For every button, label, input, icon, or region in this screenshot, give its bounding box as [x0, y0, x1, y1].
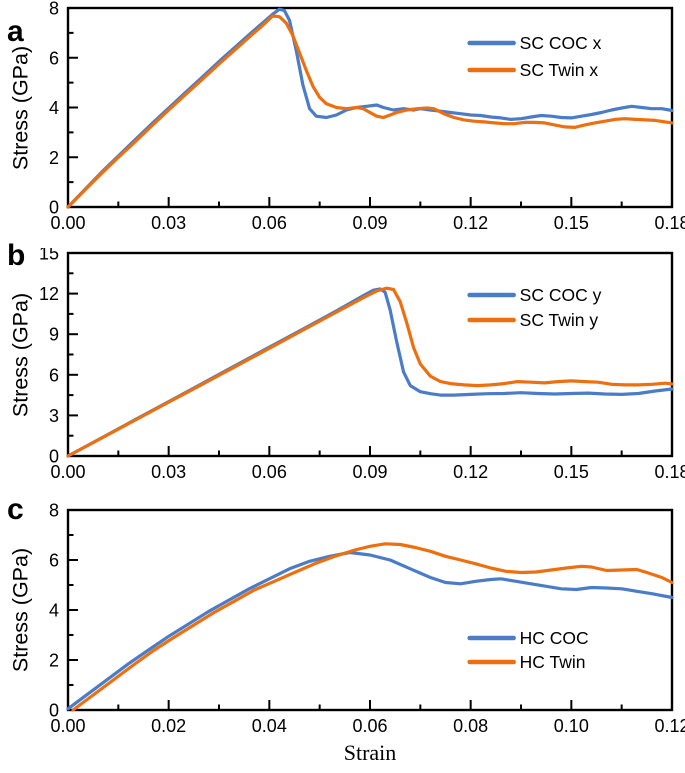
- y-tick-label: 2: [49, 651, 59, 671]
- panel-label-a: a: [7, 15, 24, 48]
- series-line-hc-twin: [71, 542, 674, 712]
- x-tick-label: 0.06: [252, 213, 287, 233]
- y-tick-label: 0: [49, 447, 59, 467]
- x-tick-label: 0.09: [352, 462, 387, 482]
- y-tick-label: 6: [49, 551, 59, 571]
- legend-label: SC Twin y: [520, 310, 599, 330]
- legend-label: SC Twin x: [520, 60, 599, 80]
- x-tick-label: 0.10: [554, 716, 589, 736]
- y-tick-label: 0: [49, 701, 59, 721]
- series-line-sc-coc-x: [66, 7, 674, 209]
- x-tick-label: 0.00: [50, 213, 85, 233]
- x-tick-label: 0.18: [654, 462, 685, 482]
- plot-panel-c: 0.00 0.02 0.04 0.06 0.08 0.10 0.12 0 2 4 6 8 HC COC H…: [49, 501, 685, 737]
- x-tick-label: 0.03: [151, 462, 186, 482]
- plot-panel-a: 0.00 0.03 0.06 0.09 0.12 0.15 0.18 0 2 4 6 8 SC COC …: [49, 0, 685, 233]
- y-tick-label: 9: [49, 325, 59, 345]
- x-tick-label: 0.06: [352, 716, 387, 736]
- x-tick-label: 0.15: [554, 462, 589, 482]
- y-tick-label: 0: [49, 198, 59, 218]
- plot-panel-b: 0.00 0.03 0.06 0.09 0.12 0.15 0.18 0 3 6 9 12 15 SC C…: [39, 248, 685, 482]
- legend-label: HC COC: [520, 628, 589, 648]
- plot-frame: [66, 508, 674, 712]
- x-tick-label: 0.06: [252, 462, 287, 482]
- y-tick-label: 2: [49, 148, 59, 168]
- series-line-sc-twin-y: [66, 286, 674, 458]
- series-line-hc-coc: [66, 550, 674, 711]
- plot-frame: [66, 6, 674, 209]
- x-tick-label: 0.00: [50, 716, 85, 736]
- x-tick-label: 0.04: [252, 716, 287, 736]
- legend-label: SC COC y: [520, 285, 602, 305]
- y-tick-label: 8: [49, 0, 59, 19]
- x-tick-label: 0.03: [151, 213, 186, 233]
- plot-frame: [66, 251, 674, 458]
- y-tick-label: 4: [49, 601, 59, 621]
- series-line-sc-twin-x: [66, 14, 674, 209]
- x-tick-label: 0.18: [654, 213, 685, 233]
- y-tick-label: 12: [39, 284, 59, 304]
- x-tick-label: 0.08: [453, 716, 488, 736]
- y-tick-label: 6: [49, 48, 59, 68]
- y-tick-label: 4: [49, 98, 59, 118]
- x-tick-label: 0.12: [453, 213, 488, 233]
- x-tick-label: 0.02: [151, 716, 186, 736]
- y-tick-label: 15: [39, 248, 59, 264]
- x-tick-label: 0.00: [50, 462, 85, 482]
- legend-label: SC COC x: [520, 33, 602, 53]
- y-tick-label: 8: [49, 501, 59, 521]
- panel-label-c: c: [7, 493, 24, 526]
- panel-label-b: b: [7, 239, 26, 272]
- y-tick-label: 3: [49, 406, 59, 426]
- legend-label: HC Twin: [520, 652, 586, 672]
- x-tick-label: 0.12: [453, 462, 488, 482]
- x-tick-label: 0.15: [554, 213, 589, 233]
- x-tick-label: 0.12: [654, 716, 685, 736]
- x-axis-label: Strain: [343, 740, 397, 765]
- x-tick-label: 0.09: [352, 213, 387, 233]
- y-tick-label: 6: [49, 365, 59, 385]
